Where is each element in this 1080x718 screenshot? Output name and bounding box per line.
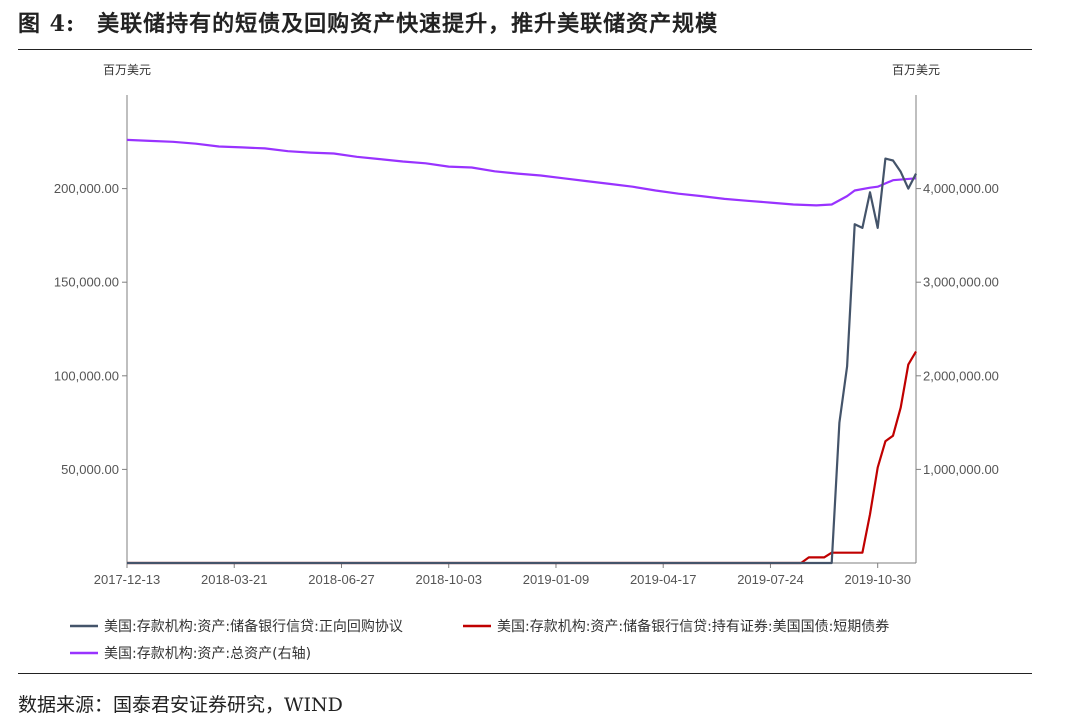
legend-label-1: 美国:存款机构:资产:储备银行信贷:持有证券:美国国债:短期债券 bbox=[497, 618, 889, 635]
legend-label-2: 美国:存款机构:资产:总资产(右轴) bbox=[104, 646, 311, 662]
left-tick-label: 200,000.00 bbox=[54, 181, 119, 196]
series-line-2 bbox=[126, 138, 917, 207]
right-tick-label: 3,000,000.00 bbox=[923, 275, 999, 290]
bottom-rule bbox=[18, 673, 1032, 674]
left-tick-label: 100,000.00 bbox=[54, 368, 119, 383]
left-tick-label: 50,000.00 bbox=[61, 462, 119, 477]
x-tick-label: 2019-01-09 bbox=[523, 572, 590, 587]
x-tick-label: 2018-06-27 bbox=[308, 572, 375, 587]
legend-label-0: 美国:存款机构:资产:储备银行信贷:正向回购协议 bbox=[104, 618, 403, 635]
left-tick-label: 150,000.00 bbox=[54, 275, 119, 290]
right-tick-label: 4,000,000.00 bbox=[923, 181, 999, 196]
right-tick-label: 1,000,000.00 bbox=[923, 462, 999, 477]
series-line-1 bbox=[127, 350, 917, 565]
right-tick-label: 2,000,000.00 bbox=[923, 368, 999, 383]
left-axis-unit: 百万美元 bbox=[103, 63, 151, 77]
chart-legend: 美国:存款机构:资产:储备银行信贷:正向回购协议 美国:存款机构:资产:储备银行信… bbox=[70, 618, 889, 662]
x-tick-label: 2017-12-13 bbox=[94, 572, 161, 587]
x-tick-label: 2019-07-24 bbox=[737, 572, 804, 587]
figure-title: 图 4: 美联储持有的短债及回购资产快速提升，推升美联储资产规模 bbox=[18, 6, 718, 38]
x-tick-label: 2019-04-17 bbox=[630, 572, 697, 587]
right-axis-unit: 百万美元 bbox=[892, 63, 940, 77]
chart-axes: 百万美元 百万美元 50,000.00 100,000.00 150,000.00 200… bbox=[54, 63, 999, 587]
top-rule bbox=[18, 49, 1032, 50]
x-tick-label: 2018-10-03 bbox=[415, 572, 482, 587]
x-tick-label: 2018-03-21 bbox=[201, 572, 268, 587]
data-source: 数据来源：国泰君安证券研究，WIND bbox=[18, 694, 343, 716]
figure-title-text: 美联储持有的短债及回购资产快速提升，推升美联储资产规模 bbox=[97, 11, 719, 37]
figure-number: 图 4: bbox=[18, 11, 76, 37]
chart-series bbox=[126, 138, 917, 565]
series-line-0 bbox=[127, 157, 917, 565]
x-tick-label: 2019-10-30 bbox=[844, 572, 911, 587]
